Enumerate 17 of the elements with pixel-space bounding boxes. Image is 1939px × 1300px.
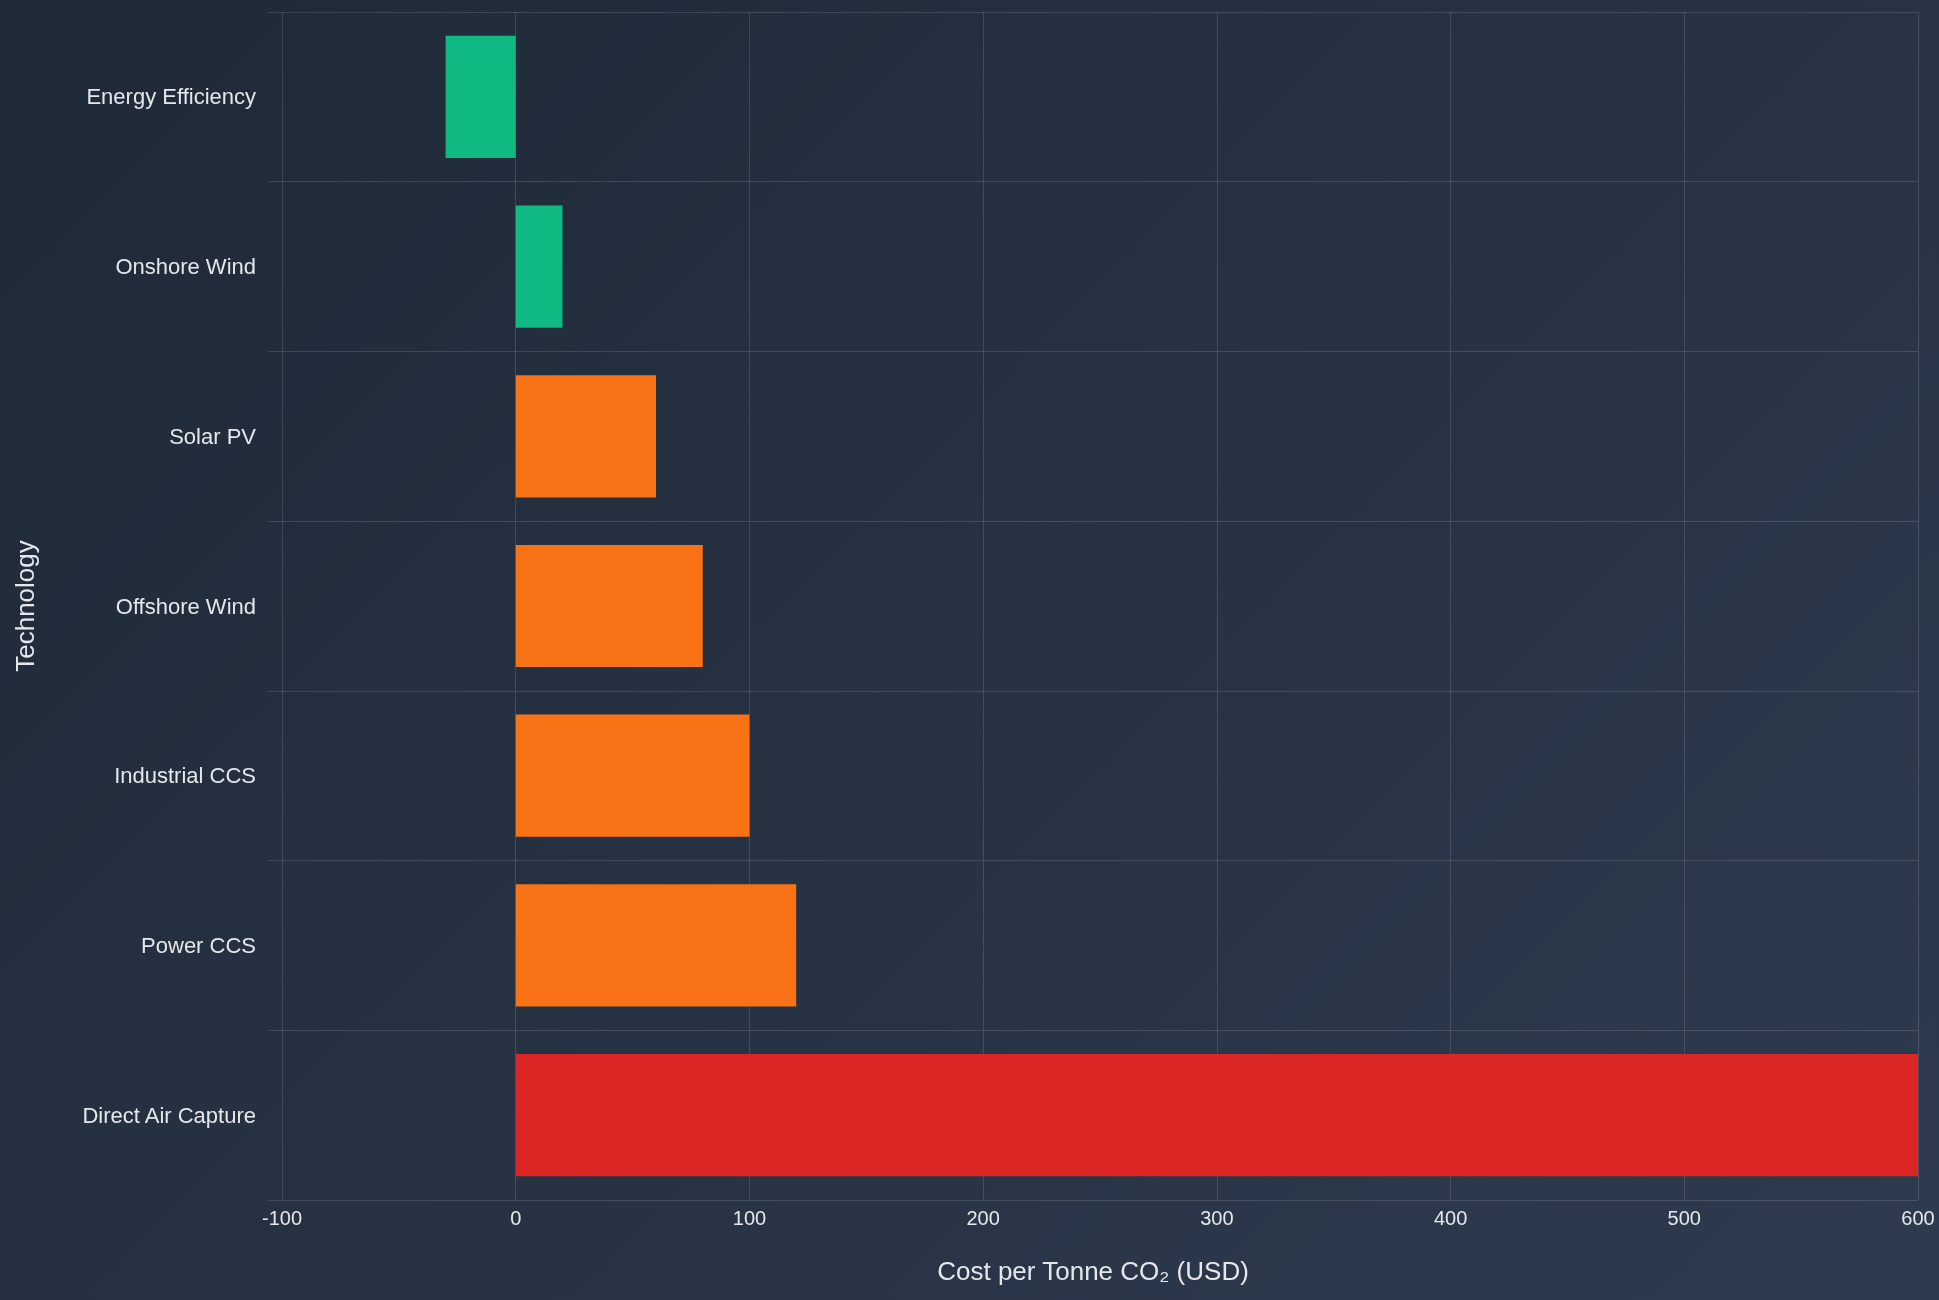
x-tick-label: 400 xyxy=(1433,1207,1468,1229)
x-tick-label: 600 xyxy=(1901,1207,1935,1229)
y-tick-label: Industrial CCS xyxy=(114,763,256,789)
x-axis-title: Cost per Tonne CO₂ (USD) xyxy=(937,1256,1249,1286)
x-tick-label: -100 xyxy=(262,1207,303,1229)
y-tick-label: Solar PV xyxy=(169,423,257,449)
y-tick-label: Power CCS xyxy=(141,932,256,958)
x-tick-label: 200 xyxy=(966,1207,1000,1229)
y-tick-label: Energy Efficiency xyxy=(86,84,256,110)
y-axis-title: Technology xyxy=(10,540,40,672)
x-tick-label: 500 xyxy=(1667,1207,1701,1229)
y-tick-label: Offshore Wind xyxy=(115,593,256,619)
x-tick-label: 300 xyxy=(1200,1207,1234,1229)
y-tick-label: Direct Air Capture xyxy=(82,1102,256,1128)
x-tick-label: 0 xyxy=(510,1207,522,1229)
y-tick-label: Onshore Wind xyxy=(115,254,256,280)
x-tick-label: 100 xyxy=(732,1207,767,1229)
